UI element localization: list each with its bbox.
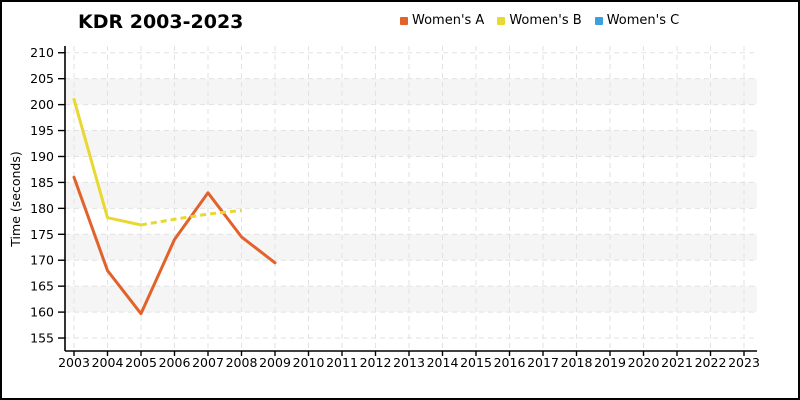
- legend-swatch-womens-b: [497, 16, 506, 25]
- x-tick-label: 2013: [393, 355, 425, 370]
- x-tick-label: 2005: [125, 355, 157, 370]
- y-tick-label: 180: [30, 201, 54, 216]
- series-lines: [72, 97, 277, 316]
- x-tick-label: 2020: [628, 355, 660, 370]
- x-tick-label: 2004: [92, 355, 124, 370]
- x-tick-label: 2007: [192, 355, 224, 370]
- gridlines: [65, 46, 757, 351]
- series-line-women-s-a[interactable]: [72, 175, 277, 316]
- y-tick-label: 165: [30, 279, 54, 294]
- x-tick-label: 2023: [728, 355, 760, 370]
- band: [65, 182, 757, 209]
- x-tick-label: 2010: [293, 355, 325, 370]
- legend-swatch-womens-a: [400, 16, 408, 25]
- x-tick-label: 2014: [427, 355, 459, 370]
- series-line-women-s-b[interactable]: [140, 208, 242, 227]
- y-tick-label: 155: [30, 331, 54, 346]
- legend-item-womens-c[interactable]: Women's C: [594, 13, 680, 28]
- band: [65, 78, 757, 105]
- x-tick-label: 2016: [494, 355, 526, 370]
- x-tick-label: 2019: [594, 355, 626, 370]
- x-tick-label: 2009: [259, 355, 291, 370]
- x-tick-label: 2006: [159, 355, 191, 370]
- legend-label-womens-b: Women's B: [509, 13, 582, 28]
- x-tick-label: 2011: [326, 355, 358, 370]
- tick-labels: 155 160 165 170 175 180 185 190 195 200 205 210 2003…: [30, 45, 760, 370]
- y-tick-label: 205: [30, 71, 54, 86]
- legend: Women's A Women's B Women's C: [400, 13, 679, 28]
- legend-label-womens-c: Women's C: [606, 13, 680, 28]
- background-bands: [65, 78, 757, 313]
- x-tick-label: 2018: [561, 355, 593, 370]
- y-tick-label: 210: [30, 45, 54, 60]
- chart-title: KDR 2003-2023: [78, 11, 244, 33]
- y-tick-label: 160: [30, 305, 54, 320]
- x-tick-label: 2008: [226, 355, 258, 370]
- x-tick-label: 2017: [527, 355, 559, 370]
- band: [65, 286, 757, 313]
- x-tick-label: 2003: [58, 355, 90, 370]
- axes: [58, 46, 757, 356]
- y-tick-label: 195: [30, 123, 54, 138]
- x-tick-label: 2021: [661, 355, 693, 370]
- legend-label-womens-a: Women's A: [412, 13, 485, 28]
- band: [65, 234, 757, 261]
- y-tick-label: 190: [30, 149, 54, 164]
- legend-item-womens-b[interactable]: Women's B: [497, 13, 582, 28]
- x-tick-label: 2012: [360, 355, 392, 370]
- series-line-women-s-b[interactable]: [72, 97, 143, 227]
- x-tick-label: 2015: [460, 355, 492, 370]
- y-tick-label: 170: [30, 253, 54, 268]
- legend-item-womens-a[interactable]: Women's A: [400, 13, 484, 28]
- y-tick-label: 175: [30, 227, 54, 242]
- band: [65, 130, 757, 157]
- y-tick-label: 200: [30, 97, 54, 112]
- y-tick-label: 185: [30, 175, 54, 190]
- x-tick-label: 2022: [695, 355, 727, 370]
- y-axis-title: Time (seconds): [8, 151, 23, 247]
- legend-swatch-womens-c: [594, 16, 603, 25]
